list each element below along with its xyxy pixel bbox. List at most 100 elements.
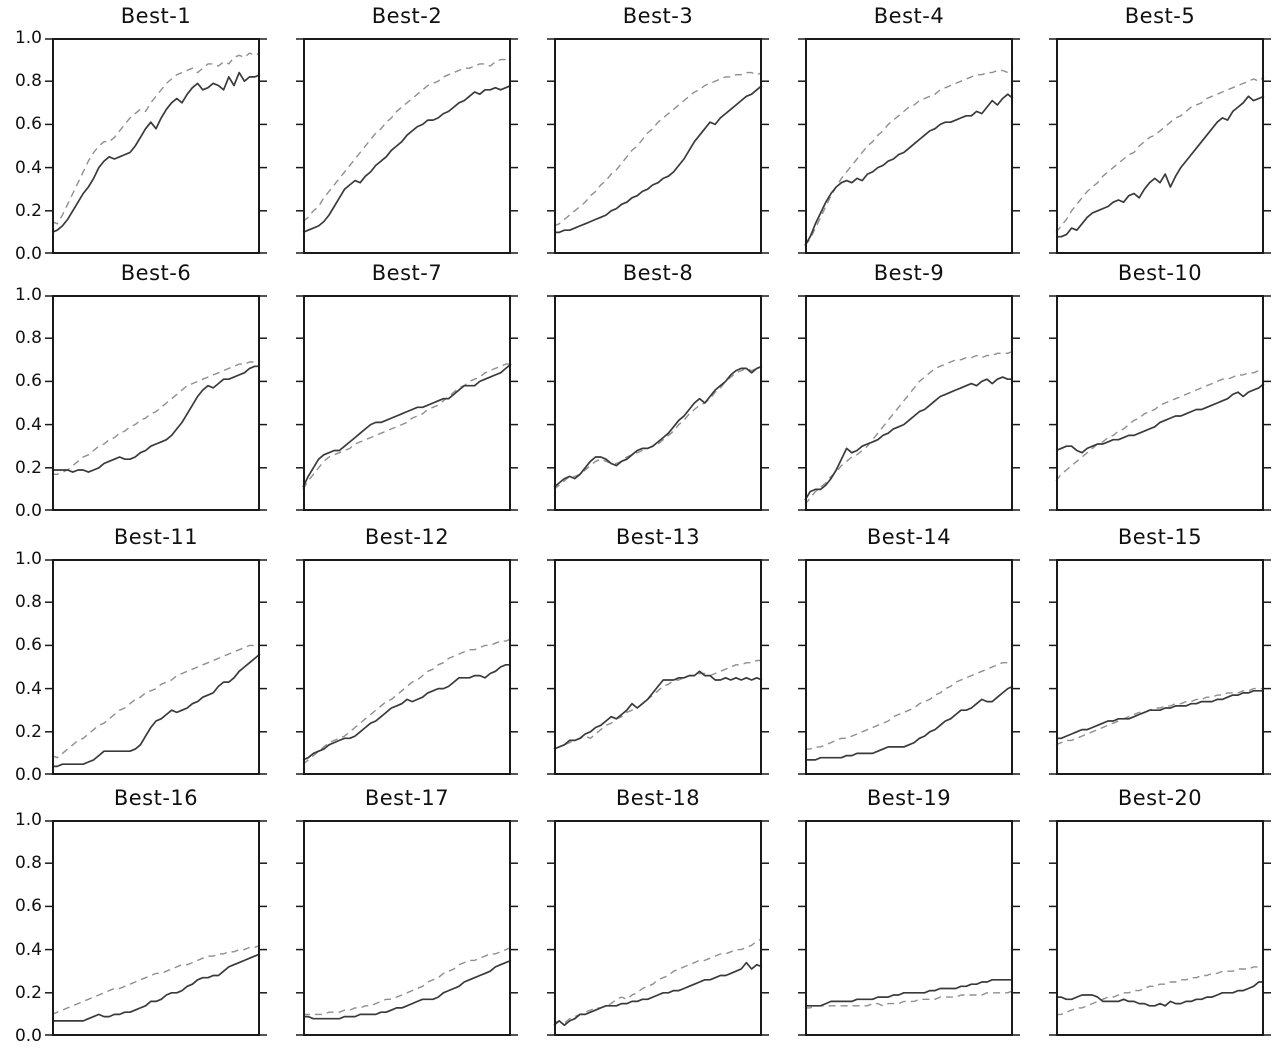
dashed-series-line — [1055, 76, 1265, 233]
subplot-title: Best-6 — [120, 261, 192, 285]
subplot-7: Best-7 — [296, 261, 518, 511]
plot-area — [547, 38, 769, 254]
y-tick-label: 1.0 — [14, 28, 42, 48]
plot-frame — [1056, 820, 1264, 1036]
plot-area — [45, 295, 267, 511]
subplot-title: Best-15 — [1117, 525, 1203, 549]
dashed-series-line — [52, 359, 261, 476]
subplot-title: Best-14 — [866, 525, 952, 549]
solid-series-line — [805, 685, 1014, 761]
y-tick-label: 0.0 — [14, 244, 42, 264]
plot-frame — [303, 295, 511, 511]
subplot-title: Best-19 — [866, 786, 952, 810]
subplot-16: Best-16 0.0 0.2 0.4 0.6 0.8 1.0 — [15, 786, 267, 1045]
dashed-series-line — [303, 946, 512, 1016]
plot-area — [1049, 38, 1271, 254]
subplot-title: Best-5 — [1124, 4, 1196, 28]
solid-series-line — [1056, 689, 1264, 740]
solid-series-line — [804, 93, 1014, 246]
solid-series-line — [302, 84, 512, 234]
y-tick-label: 0.6 — [14, 635, 42, 656]
subplot-3: Best-3 — [547, 4, 769, 254]
plot-area — [296, 38, 518, 254]
y-tick-label: 0.8 — [14, 592, 42, 613]
plot-area — [45, 820, 267, 1036]
plot-frame — [1056, 559, 1264, 775]
plot-frame — [1056, 295, 1264, 511]
plot-frame — [554, 295, 762, 511]
y-tick-label: 0.0 — [14, 765, 42, 785]
plot-area — [798, 820, 1020, 1036]
subplot-title: Best-2 — [371, 4, 443, 28]
subplot-title: Best-9 — [873, 261, 945, 285]
solid-series-line — [52, 365, 260, 473]
subplot-17: Best-17 — [296, 786, 518, 1036]
solid-series-line — [1056, 981, 1264, 1007]
solid-series-line — [1056, 95, 1265, 238]
y-tick-label: 0.6 — [14, 114, 42, 135]
subplot-title: Best-7 — [371, 261, 443, 285]
subplot-18: Best-18 — [547, 786, 769, 1036]
plot-area — [45, 38, 267, 254]
plot-frame — [805, 559, 1013, 775]
solid-series-line — [302, 663, 511, 761]
plot-frame — [52, 38, 260, 254]
subplot-10: Best-10 — [1049, 261, 1271, 511]
plot-frame — [52, 295, 260, 511]
subplot-20: Best-20 — [1049, 786, 1271, 1036]
dashed-series-line — [553, 938, 763, 1024]
y-tick-label: 1.0 — [14, 285, 42, 305]
subplot-11: Best-11 0.0 0.2 0.4 0.6 0.8 1.0 — [15, 525, 267, 784]
plot-frame — [805, 295, 1013, 511]
solid-series-line — [303, 959, 512, 1020]
subplot-title: Best-16 — [113, 786, 199, 810]
subplot-title: Best-11 — [113, 525, 199, 549]
subplot-1: Best-1 0.0 0.2 0.4 0.6 0.8 1.0 — [15, 4, 267, 263]
dashed-series-line — [1056, 966, 1264, 1016]
y-tick-label: 0.8 — [14, 328, 42, 349]
plot-area — [296, 820, 518, 1036]
subplot-2: Best-2 — [296, 4, 518, 254]
plot-frame — [1056, 38, 1264, 254]
plot-area — [1049, 820, 1271, 1036]
y-tick-label: 0.4 — [14, 414, 42, 435]
subplot-12: Best-12 — [296, 525, 518, 775]
solid-series-line — [1055, 382, 1265, 454]
dashed-series-line — [1055, 687, 1264, 746]
plot-frame — [303, 559, 511, 775]
plot-frame — [554, 38, 762, 254]
dashed-series-line — [302, 363, 511, 490]
solid-series-line — [553, 670, 763, 750]
subplot-14: Best-14 — [798, 525, 1020, 775]
solid-series-line — [554, 84, 763, 234]
dashed-series-line — [51, 642, 261, 759]
dashed-series-line — [51, 944, 261, 1016]
y-tick-label: 0.2 — [14, 721, 42, 742]
plot-area — [1049, 295, 1271, 511]
plot-area — [547, 820, 769, 1036]
dashed-series-line — [553, 71, 763, 227]
y-tick-label: 1.0 — [14, 810, 42, 830]
solid-series-line — [805, 978, 1013, 1007]
subplot-6: Best-6 0.0 0.2 0.4 0.6 0.8 1.0 — [15, 261, 267, 520]
plot-frame — [303, 38, 511, 254]
subplot-title: Best-3 — [622, 4, 694, 28]
dashed-series-line — [1055, 367, 1265, 482]
subplot-title: Best-10 — [1117, 261, 1203, 285]
dashed-series-line — [302, 638, 512, 765]
dashed-series-line — [804, 350, 1014, 505]
solid-series-line — [302, 363, 512, 488]
plot-area — [547, 559, 769, 775]
y-tick-label: 0.4 — [14, 157, 42, 178]
subplot-5: Best-5 — [1049, 4, 1271, 254]
solid-series-line — [52, 653, 261, 768]
dashed-series-line — [804, 67, 1014, 246]
y-tick-label: 1.0 — [14, 549, 42, 569]
y-tick-label: 0.8 — [14, 853, 42, 874]
y-tick-label: 0.2 — [14, 457, 42, 478]
subplot-title: Best-13 — [615, 525, 701, 549]
subplot-8: Best-8 — [547, 261, 769, 511]
y-tick-label: 0.0 — [14, 1026, 42, 1046]
subplot-title: Best-20 — [1117, 786, 1203, 810]
